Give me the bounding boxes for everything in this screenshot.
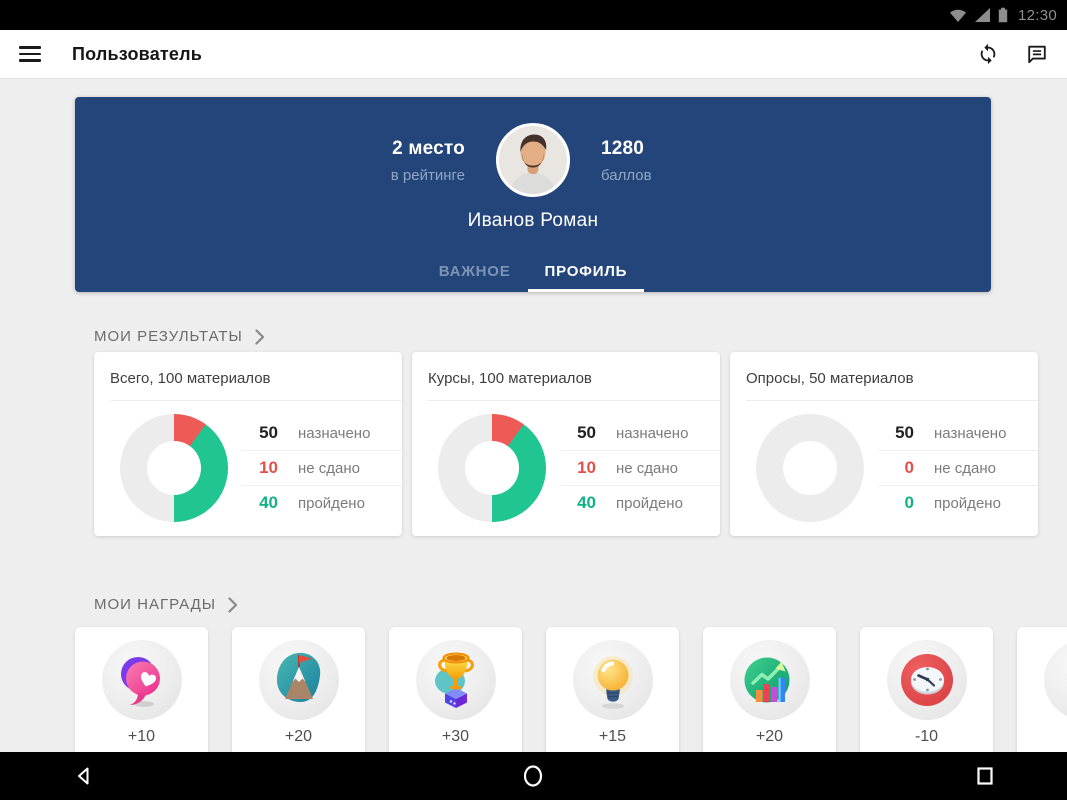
- page-title: Пользователь: [72, 43, 203, 64]
- award-card[interactable]: +20: [232, 627, 365, 767]
- teal-badge-icon: [1043, 640, 1067, 720]
- award-value: +15: [598, 728, 627, 745]
- menu-button[interactable]: [19, 42, 41, 65]
- tab-profile[interactable]: ПРОФИЛЬ: [527, 250, 645, 292]
- award-card[interactable]: -10: [860, 627, 993, 767]
- result-row-passed: 40 пройдено: [577, 493, 683, 512]
- divider: [428, 400, 720, 401]
- award-value: +20: [755, 728, 784, 745]
- status-bar: 12:30: [0, 0, 1067, 30]
- award-value: +10: [127, 728, 156, 745]
- result-rows: 50 назначено 10 не сдано 40 пройдено: [560, 416, 720, 522]
- back-icon: [78, 767, 89, 785]
- award-card[interactable]: +30: [389, 627, 522, 767]
- clock-badge-icon: [886, 640, 967, 720]
- sync-icon: [980, 43, 996, 65]
- award-value: +20: [284, 728, 313, 745]
- divider: [746, 400, 1038, 401]
- results-section-title: МОИ РЕЗУЛЬТАТЫ: [94, 328, 243, 345]
- result-row-assigned: 50 назначено: [560, 416, 720, 451]
- feedback-message-icon: [1028, 45, 1046, 64]
- donut-chart: [756, 414, 864, 522]
- result-row-assigned: 50 назначено: [242, 416, 402, 451]
- trophy-badge-icon: [415, 640, 496, 720]
- result-card-total[interactable]: Всего, 100 материалов 50 назначено 10 не с…: [94, 352, 402, 536]
- home-icon: [523, 765, 543, 787]
- feedback-button[interactable]: [1026, 43, 1048, 65]
- results-row: Всего, 100 материалов 50 назначено 10 не с…: [94, 352, 1038, 536]
- recents-button[interactable]: [961, 752, 1009, 800]
- growth-chart-badge-icon: [729, 640, 810, 720]
- awards-row: +10 +20: [75, 627, 1067, 767]
- rank-value: 2 место: [392, 138, 465, 159]
- tab-important[interactable]: ВАЖНОЕ: [438, 262, 511, 280]
- result-row-passed: 40 пройдено: [259, 493, 365, 512]
- result-row-assigned: 50 назначено: [878, 416, 1038, 451]
- result-row-failed: 0 не сдано: [878, 451, 1038, 486]
- award-card-partial[interactable]: [1017, 627, 1067, 767]
- donut-chart: [438, 414, 546, 522]
- award-value: -10: [914, 728, 939, 745]
- mountain-flag-badge-icon: [258, 640, 339, 720]
- profile-name: Иванов Роман: [467, 210, 599, 231]
- recents-icon: [977, 767, 993, 785]
- result-rows: 50 назначено 10 не сдано 40 пройдено: [242, 416, 402, 522]
- result-row-failed: 10 не сдано: [560, 451, 720, 486]
- points-label: баллов: [601, 167, 652, 184]
- points-stat: 1280 баллов: [570, 138, 735, 184]
- award-value: +30: [441, 728, 470, 745]
- avatar[interactable]: [496, 123, 570, 197]
- result-row-failed: 10 не сдано: [242, 451, 402, 486]
- app-bar: Пользователь: [0, 30, 1067, 79]
- results-section-header[interactable]: МОИ РЕЗУЛЬТАТЫ: [94, 328, 265, 345]
- status-time: 12:30: [1017, 6, 1057, 24]
- result-row-passed: 0 пройдено: [904, 493, 1001, 512]
- result-card-title: Курсы, 100 материалов: [428, 370, 592, 387]
- heart-bubble-badge-icon: [101, 640, 182, 720]
- light-bulb-badge-icon: [572, 640, 653, 720]
- rank-label: в рейтинге: [390, 167, 465, 184]
- award-card[interactable]: +20: [703, 627, 836, 767]
- result-card-courses[interactable]: Курсы, 100 материалов 50 назначено 10 не с…: [412, 352, 720, 536]
- battery-icon: [998, 7, 1008, 23]
- awards-section-header[interactable]: МОИ НАГРАДЫ: [94, 596, 238, 613]
- navigation-bar: [0, 752, 1067, 800]
- donut-chart: [120, 414, 228, 522]
- chevron-right-icon: [255, 328, 264, 345]
- sync-button[interactable]: [977, 43, 999, 65]
- award-card[interactable]: +15: [546, 627, 679, 767]
- result-card-surveys[interactable]: Опросы, 50 материалов 50 назначено 0 не сд…: [730, 352, 1038, 536]
- awards-section-title: МОИ НАГРАДЫ: [94, 596, 217, 613]
- rank-stat: 2 место в рейтинге: [331, 138, 496, 184]
- result-card-title: Опросы, 50 материалов: [746, 370, 914, 387]
- home-button[interactable]: [509, 752, 557, 800]
- profile-tabs: ВАЖНОЕ ПРОФИЛЬ: [75, 250, 991, 292]
- cellular-signal-icon: [974, 7, 991, 23]
- divider: [110, 400, 402, 401]
- award-card[interactable]: +10: [75, 627, 208, 767]
- hamburger-icon: [19, 42, 41, 65]
- result-rows: 50 назначено 0 не сдано 0 пройдено: [878, 416, 1038, 522]
- chevron-right-icon: [228, 596, 238, 613]
- back-button[interactable]: [61, 752, 109, 800]
- points-value: 1280: [601, 138, 645, 159]
- result-card-title: Всего, 100 материалов: [110, 370, 271, 387]
- profile-card: 2 место в рейтинге 1280 баллов Иванов Ро…: [75, 97, 991, 292]
- wifi-icon: [949, 8, 967, 23]
